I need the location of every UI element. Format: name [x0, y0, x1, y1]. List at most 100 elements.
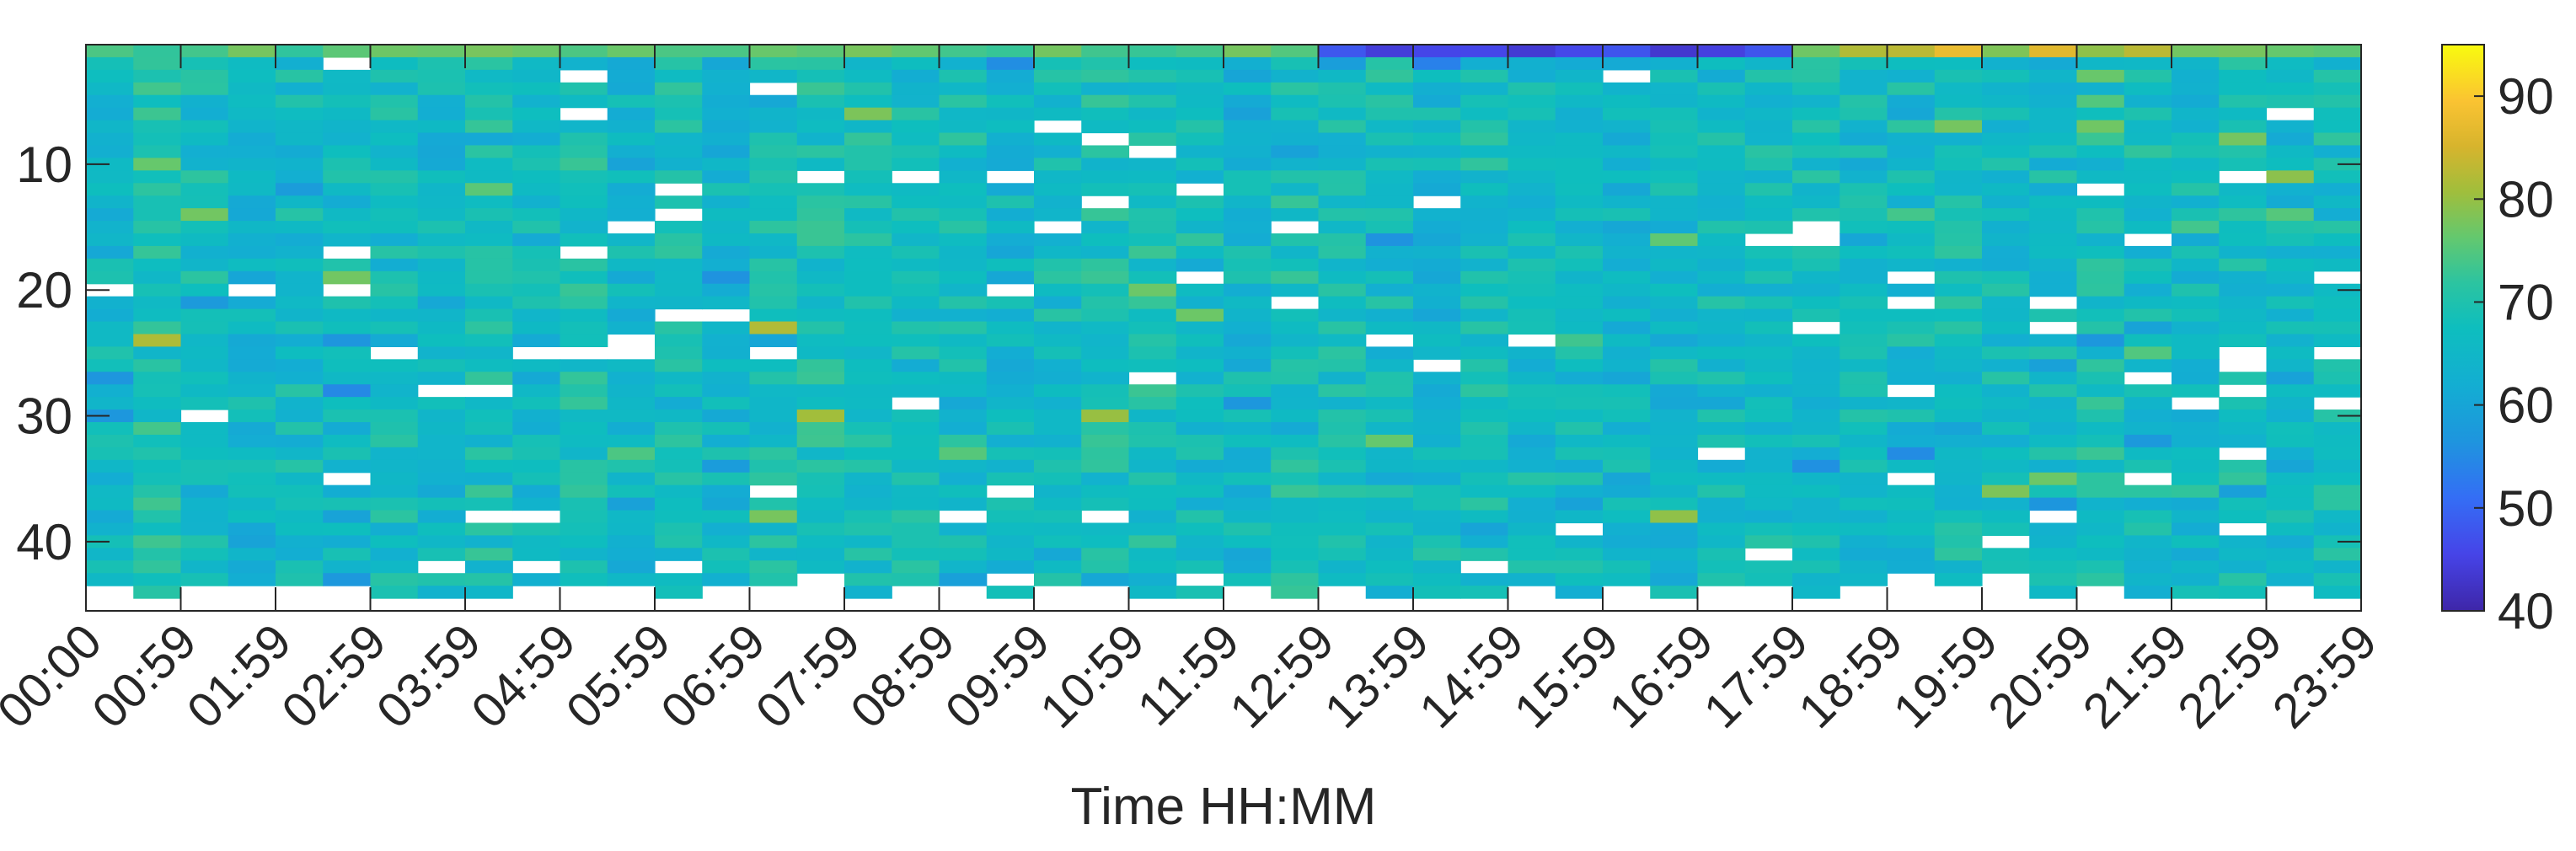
heatmap-cell [86, 346, 134, 360]
heatmap-cell [892, 145, 940, 158]
heatmap-cell [228, 296, 276, 310]
heatmap-cell [655, 145, 703, 158]
heatmap-cell [417, 120, 466, 134]
heatmap-cell [417, 359, 466, 372]
heatmap-cell [892, 296, 940, 310]
heatmap-cell [1081, 120, 1130, 134]
heatmap-cell [1224, 270, 1272, 285]
heatmap-cell [417, 372, 466, 385]
heatmap-cell [1128, 308, 1177, 323]
heatmap-cell [1081, 409, 1130, 423]
heatmap-cell [749, 45, 798, 58]
heatmap-cell [133, 359, 182, 372]
heatmap-cell [1744, 308, 1793, 323]
heatmap-cell [1413, 270, 1461, 285]
heatmap-cell [1318, 296, 1367, 310]
heatmap-cell [796, 158, 845, 171]
heatmap-cell [1081, 573, 1130, 586]
heatmap-cell [560, 82, 608, 96]
heatmap-cell [1365, 422, 1414, 436]
heatmap-cell [228, 45, 276, 58]
heatmap-cell [323, 170, 372, 184]
heatmap-cell [370, 586, 419, 599]
heatmap-cell [1508, 183, 1556, 196]
heatmap-cell [892, 484, 940, 499]
heatmap-cell [1887, 497, 1936, 511]
heatmap-cell [1603, 573, 1651, 586]
x-tick-label: 11:59 [1127, 613, 1251, 736]
heatmap-cell [2266, 221, 2315, 234]
heatmap-cell [1413, 45, 1461, 58]
heatmap-cell [844, 45, 892, 58]
heatmap-cell [1224, 308, 1272, 323]
heatmap-cell [1128, 422, 1177, 436]
heatmap-cell [1982, 459, 2030, 474]
heatmap-cell [796, 334, 845, 347]
heatmap-cell [1128, 270, 1177, 285]
heatmap-cell [133, 510, 182, 524]
heatmap-cell [1413, 321, 1461, 335]
heatmap-cell [133, 195, 182, 209]
heatmap-cell [986, 69, 1035, 83]
heatmap-cell [370, 45, 419, 58]
heatmap-cell [2313, 195, 2362, 209]
heatmap-cell [2172, 384, 2220, 398]
heatmap-cell [323, 384, 372, 398]
heatmap-cell [370, 245, 419, 260]
heatmap-cell [1176, 535, 1224, 549]
heatmap-cell [1318, 573, 1367, 586]
heatmap-cell [796, 308, 845, 323]
heatmap-cell [655, 170, 703, 184]
heatmap-cell [2219, 409, 2268, 423]
heatmap-cell [986, 359, 1035, 372]
heatmap-cell [2123, 308, 2172, 323]
heatmap-cell [1603, 434, 1651, 448]
heatmap-cell [1982, 258, 2030, 272]
heatmap-cell [133, 535, 182, 549]
heatmap-cell [1982, 221, 2030, 234]
heatmap-cell [133, 208, 182, 222]
heatmap-cell [1365, 94, 1414, 109]
heatmap-cell [1365, 56, 1414, 71]
heatmap-cell [1081, 459, 1130, 474]
heatmap-cell [86, 145, 134, 158]
x-tick-label: 16:59 [1599, 613, 1724, 739]
heatmap-cell [228, 346, 276, 360]
heatmap-cell [1413, 409, 1461, 423]
heatmap-cell [1744, 334, 1793, 347]
heatmap-cell [228, 560, 276, 574]
heatmap-cell [1318, 170, 1367, 184]
heatmap-cell [749, 384, 798, 398]
x-tick-label: 12:59 [1219, 613, 1345, 739]
heatmap-cell [1318, 158, 1367, 171]
heatmap-cell [2172, 484, 2220, 499]
heatmap-cell [2172, 522, 2220, 536]
heatmap-cell [1224, 195, 1272, 209]
heatmap-cell [2029, 346, 2078, 360]
heatmap-cell [2219, 120, 2268, 134]
heatmap-cell [2172, 107, 2220, 121]
heatmap-cell [844, 195, 892, 209]
heatmap-cell [1224, 145, 1272, 158]
heatmap-cell [1318, 397, 1367, 410]
heatmap-cell [1176, 334, 1224, 347]
heatmap-cell [1176, 245, 1224, 260]
heatmap-cell [844, 372, 892, 385]
heatmap-cell [939, 573, 988, 586]
heatmap-cell [986, 132, 1035, 147]
heatmap-cell [607, 560, 656, 574]
heatmap-cell [1603, 522, 1651, 536]
heatmap-cell [2219, 45, 2268, 58]
heatmap-cell [1840, 472, 1888, 486]
heatmap-cell [1413, 346, 1461, 360]
heatmap-cell [607, 308, 656, 323]
heatmap-cell [1034, 245, 1082, 260]
heatmap-cell [560, 221, 608, 234]
heatmap-cell [1555, 120, 1604, 134]
heatmap-cell [2313, 334, 2362, 347]
heatmap-cell [2219, 56, 2268, 71]
heatmap-cell [512, 497, 561, 511]
heatmap-cell [1934, 120, 1983, 134]
heatmap-cell [133, 459, 182, 474]
heatmap-cell [465, 69, 513, 83]
